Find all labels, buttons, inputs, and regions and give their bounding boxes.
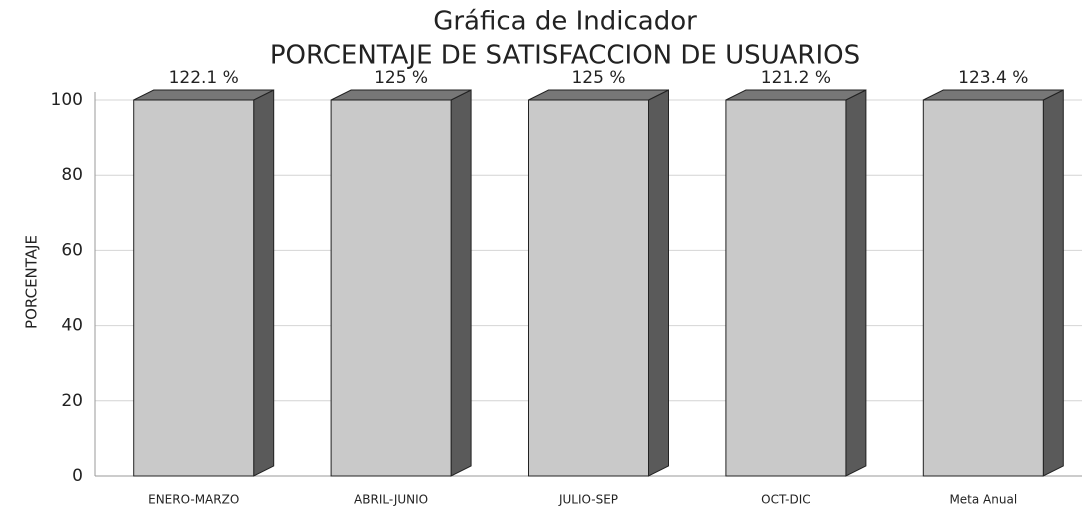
value-label: 125 % — [571, 68, 625, 88]
x-tick-label: Meta Anual — [949, 493, 1017, 507]
value-label: 123.4 % — [958, 68, 1028, 88]
y-tick-label: 40 — [61, 316, 83, 336]
value-label: 121.2 % — [761, 68, 831, 88]
bar — [330, 99, 452, 477]
y-tick-label: 20 — [61, 391, 83, 411]
y-tick-label: 100 — [51, 90, 83, 110]
x-tick-label: ENERO-MARZO — [148, 493, 239, 507]
x-tick-label: OCT-DIC — [761, 493, 811, 507]
x-tick-label: ABRIL-JUNIO — [354, 493, 428, 507]
y-tick-label: 0 — [72, 466, 83, 486]
bar — [725, 99, 847, 477]
value-label: 122.1 % — [169, 68, 239, 88]
bar-side — [845, 89, 867, 477]
y-tick-label: 80 — [61, 165, 83, 185]
bar-top — [330, 89, 472, 101]
bar — [528, 99, 649, 477]
bar-top — [528, 89, 669, 101]
y-axis-label: PORCENTAJE — [23, 235, 41, 329]
bar-side — [648, 89, 669, 477]
bar — [133, 99, 255, 477]
bar-side — [1042, 89, 1064, 477]
bar-side — [450, 89, 472, 477]
bar — [922, 99, 1044, 477]
bar-side — [253, 89, 275, 477]
x-tick-label: JULIO-SEP — [558, 493, 618, 507]
bar-top — [133, 89, 274, 101]
bar-top — [923, 89, 1064, 101]
y-tick-label: 60 — [61, 240, 83, 260]
bar-top — [725, 89, 867, 101]
chart-subtitle: PORCENTAJE DE SATISFACCION DE USUARIOS — [270, 41, 860, 71]
chart-title: Gráfica de Indicador — [433, 7, 697, 37]
value-label: 125 % — [374, 68, 428, 88]
